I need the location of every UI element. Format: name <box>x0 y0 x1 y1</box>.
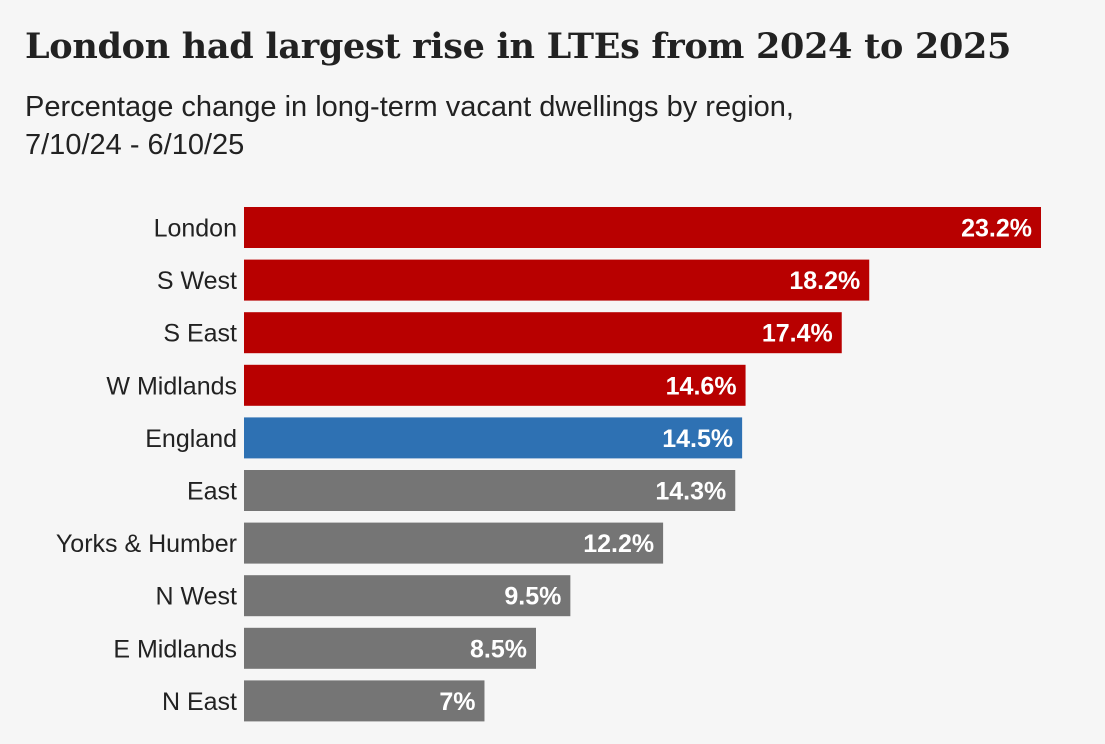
chart-subtitle: Percentage change in long-term vacant dw… <box>25 88 1025 164</box>
bar-w-midlands <box>244 364 746 406</box>
bar-london <box>244 207 1041 248</box>
bar-s-west <box>244 259 870 301</box>
chart-title: London had largest rise in LTEs from 202… <box>25 26 1012 67</box>
category-label: E Midlands <box>113 635 237 663</box>
data-label: 17.4% <box>762 320 833 348</box>
category-label: S West <box>157 267 237 295</box>
category-label: East <box>187 478 237 506</box>
data-label: 14.3% <box>655 478 726 506</box>
data-label: 23.2% <box>961 215 1032 243</box>
subtitle-line-1: Percentage change in long-term vacant dw… <box>25 91 794 123</box>
data-label: 7% <box>439 688 475 716</box>
bar-n-west <box>244 575 571 617</box>
data-label: 9.5% <box>504 583 561 611</box>
category-label: N East <box>162 688 237 716</box>
data-label: 18.2% <box>789 267 860 295</box>
bar-east <box>244 470 736 511</box>
category-label: S East <box>163 320 237 348</box>
bar-yorks-humber <box>244 522 664 564</box>
category-label: England <box>145 425 237 453</box>
bar-england <box>244 417 743 459</box>
category-label: W Midlands <box>106 372 237 400</box>
bar-s-east <box>244 312 842 354</box>
data-label: 14.5% <box>662 425 733 453</box>
bar-e-midlands <box>244 627 537 669</box>
data-label: 8.5% <box>470 635 527 663</box>
subtitle-line-2: 7/10/24 - 6/10/25 <box>25 129 245 161</box>
data-label: 14.6% <box>666 372 737 400</box>
category-label: London <box>154 215 237 243</box>
data-label: 12.2% <box>583 530 654 558</box>
bar-n-east <box>244 680 485 722</box>
category-label: Yorks & Humber <box>56 530 237 558</box>
category-label: N West <box>156 583 238 611</box>
